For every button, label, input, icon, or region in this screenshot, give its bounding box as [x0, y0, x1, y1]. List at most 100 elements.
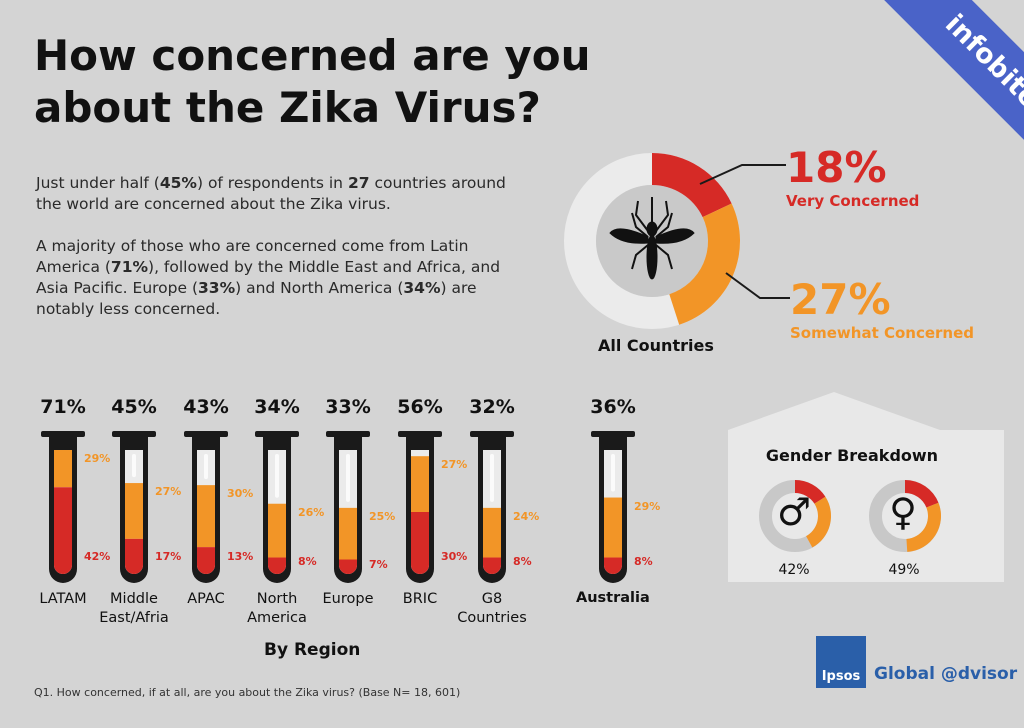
very-percent-label: 8% — [634, 555, 653, 569]
tube-rim — [41, 431, 85, 437]
tube-highlight — [204, 454, 208, 480]
region-tube — [326, 431, 370, 583]
bar-very-concerned — [125, 538, 143, 574]
region-name-line: BRIC — [402, 591, 438, 607]
region-name-label: LATAM — [13, 590, 113, 609]
tube-highlight — [275, 454, 279, 498]
intro-text-segment: countries around the world are concerned… — [36, 174, 506, 213]
intro-text-segment: Just under half ( — [36, 174, 160, 192]
bar-very-concerned — [411, 512, 429, 574]
region-tube — [112, 431, 156, 583]
connector-somewhat — [725, 272, 790, 299]
bar-somewhat-concerned — [197, 485, 215, 548]
bar-somewhat-concerned — [411, 456, 429, 512]
tube-rim — [326, 431, 370, 437]
tube-highlight — [611, 454, 615, 492]
region-total-label: 56% — [397, 396, 443, 418]
tube-rim — [184, 431, 228, 437]
tube-rim — [112, 431, 156, 437]
bar-very-concerned — [54, 487, 72, 574]
bar-very-concerned — [197, 547, 215, 574]
somewhat-percent-label: 25% — [369, 509, 396, 523]
tube-highlight — [346, 454, 350, 502]
male-slice-very — [795, 480, 826, 504]
region-tube — [255, 431, 299, 583]
somewhat-percent-label: 26% — [298, 505, 325, 519]
intro-paragraph-1: Just under half (45%) of respondents in … — [36, 173, 516, 215]
male-symbol-icon: ♂ — [776, 490, 812, 534]
region-name-label: Middle East/Afria — [84, 590, 184, 628]
intro-paragraph-2: A majority of those who are concerned co… — [36, 236, 516, 320]
intro-text-segment: A majority of those who are concerned co… — [36, 237, 469, 276]
region-name-line: Countries — [457, 610, 527, 626]
region-total-label: 45% — [111, 396, 157, 418]
bar-somewhat-concerned — [54, 450, 72, 488]
very-percent-label: 30% — [441, 550, 468, 563]
somewhat-percent-label: 29% — [634, 499, 661, 513]
very-percent-label: 42% — [84, 550, 111, 563]
bar-very-concerned — [339, 559, 357, 574]
somewhat-concerned-label: Somewhat Concerned — [790, 324, 975, 342]
tube-rim — [255, 431, 299, 437]
somewhat-percent-label: 27% — [441, 458, 468, 472]
region-tube — [184, 431, 228, 583]
donut-slice-somewhat — [669, 203, 741, 325]
somewhat-percent-label: 24% — [513, 509, 540, 523]
very-percent-label: 17% — [155, 550, 182, 563]
female-percent: 49% — [888, 562, 920, 578]
intro-text-segment: ) are notably less concerned. — [36, 279, 477, 318]
mosquito-icon — [609, 197, 695, 280]
ipsos-logo-text: Ipsos — [821, 669, 861, 684]
region-name-line: G8 — [481, 591, 503, 607]
bar-very-concerned — [268, 557, 286, 574]
region-name-line: America — [247, 610, 307, 626]
region-name-label: G8 Countries — [442, 590, 542, 628]
intro-text-segment: 71% — [110, 258, 149, 276]
footnote: Q1. How concerned, if at all, are you ab… — [34, 686, 461, 699]
tube-rim — [398, 431, 442, 437]
gender-breakdown-title: Gender Breakdown — [765, 446, 939, 465]
region-total-label: 34% — [254, 396, 300, 418]
region-total-label: 71% — [40, 396, 86, 418]
bar-very-concerned — [483, 557, 501, 574]
all-countries-label: All Countries — [598, 336, 714, 355]
tube-rim — [470, 431, 514, 437]
region-name-line: East/Afria — [99, 610, 169, 626]
very-percent-label: 13% — [227, 550, 254, 563]
donut-slice-very — [652, 153, 732, 218]
intro-text-segment: 33% — [198, 279, 236, 297]
intro-text-segment: 45% — [159, 174, 197, 192]
tube-highlight — [490, 454, 494, 502]
bar-somewhat-concerned — [268, 503, 286, 558]
intro-text-segment: 27 — [347, 174, 370, 192]
region-name-line: APAC — [187, 591, 225, 607]
global-advisor-label: Global @dvisor — [874, 664, 1018, 684]
chart-title: By Region — [264, 640, 361, 660]
region-total-label: 43% — [183, 396, 229, 418]
very-concerned-label: Very Concerned — [786, 192, 920, 210]
region-name-label: BRIC — [370, 590, 470, 609]
ipsos-logo: Ipsos — [816, 636, 866, 688]
very-percent-label: 7% — [369, 557, 388, 571]
very-percent-label: 8% — [513, 555, 532, 569]
female-symbol-icon: ♀ — [889, 490, 917, 534]
tube-rim — [591, 431, 635, 437]
bar-somewhat-concerned — [604, 497, 622, 558]
male-slice-somewhat — [806, 496, 832, 548]
region-tube — [470, 431, 514, 583]
bar-very-concerned — [604, 557, 622, 574]
bar-somewhat-concerned — [125, 483, 143, 539]
region-total-label: 32% — [469, 396, 515, 418]
female-slice-very — [905, 480, 939, 508]
male-percent: 42% — [778, 562, 810, 578]
somewhat-percent-label: 27% — [155, 485, 182, 499]
intro-text-segment: 34% — [403, 279, 441, 297]
region-name-line: LATAM — [39, 591, 87, 607]
region-tube — [398, 431, 442, 583]
connector-very — [699, 164, 786, 185]
intro-text-segment: ), followed by the Middle East and Afric… — [36, 258, 501, 297]
region-name-line: Europe — [322, 591, 374, 607]
